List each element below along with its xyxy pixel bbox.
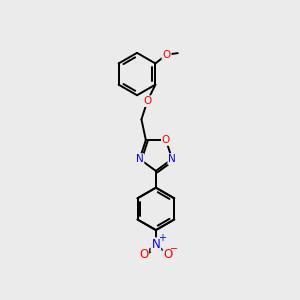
Text: N: N bbox=[168, 154, 176, 164]
Text: O: O bbox=[143, 96, 152, 106]
Text: +: + bbox=[158, 233, 166, 243]
Text: N: N bbox=[136, 154, 143, 164]
Text: −: − bbox=[170, 244, 178, 254]
Text: O: O bbox=[162, 135, 170, 145]
Text: O: O bbox=[164, 248, 173, 261]
Text: N: N bbox=[152, 238, 160, 251]
Text: O: O bbox=[139, 248, 148, 261]
Text: O: O bbox=[162, 50, 171, 60]
